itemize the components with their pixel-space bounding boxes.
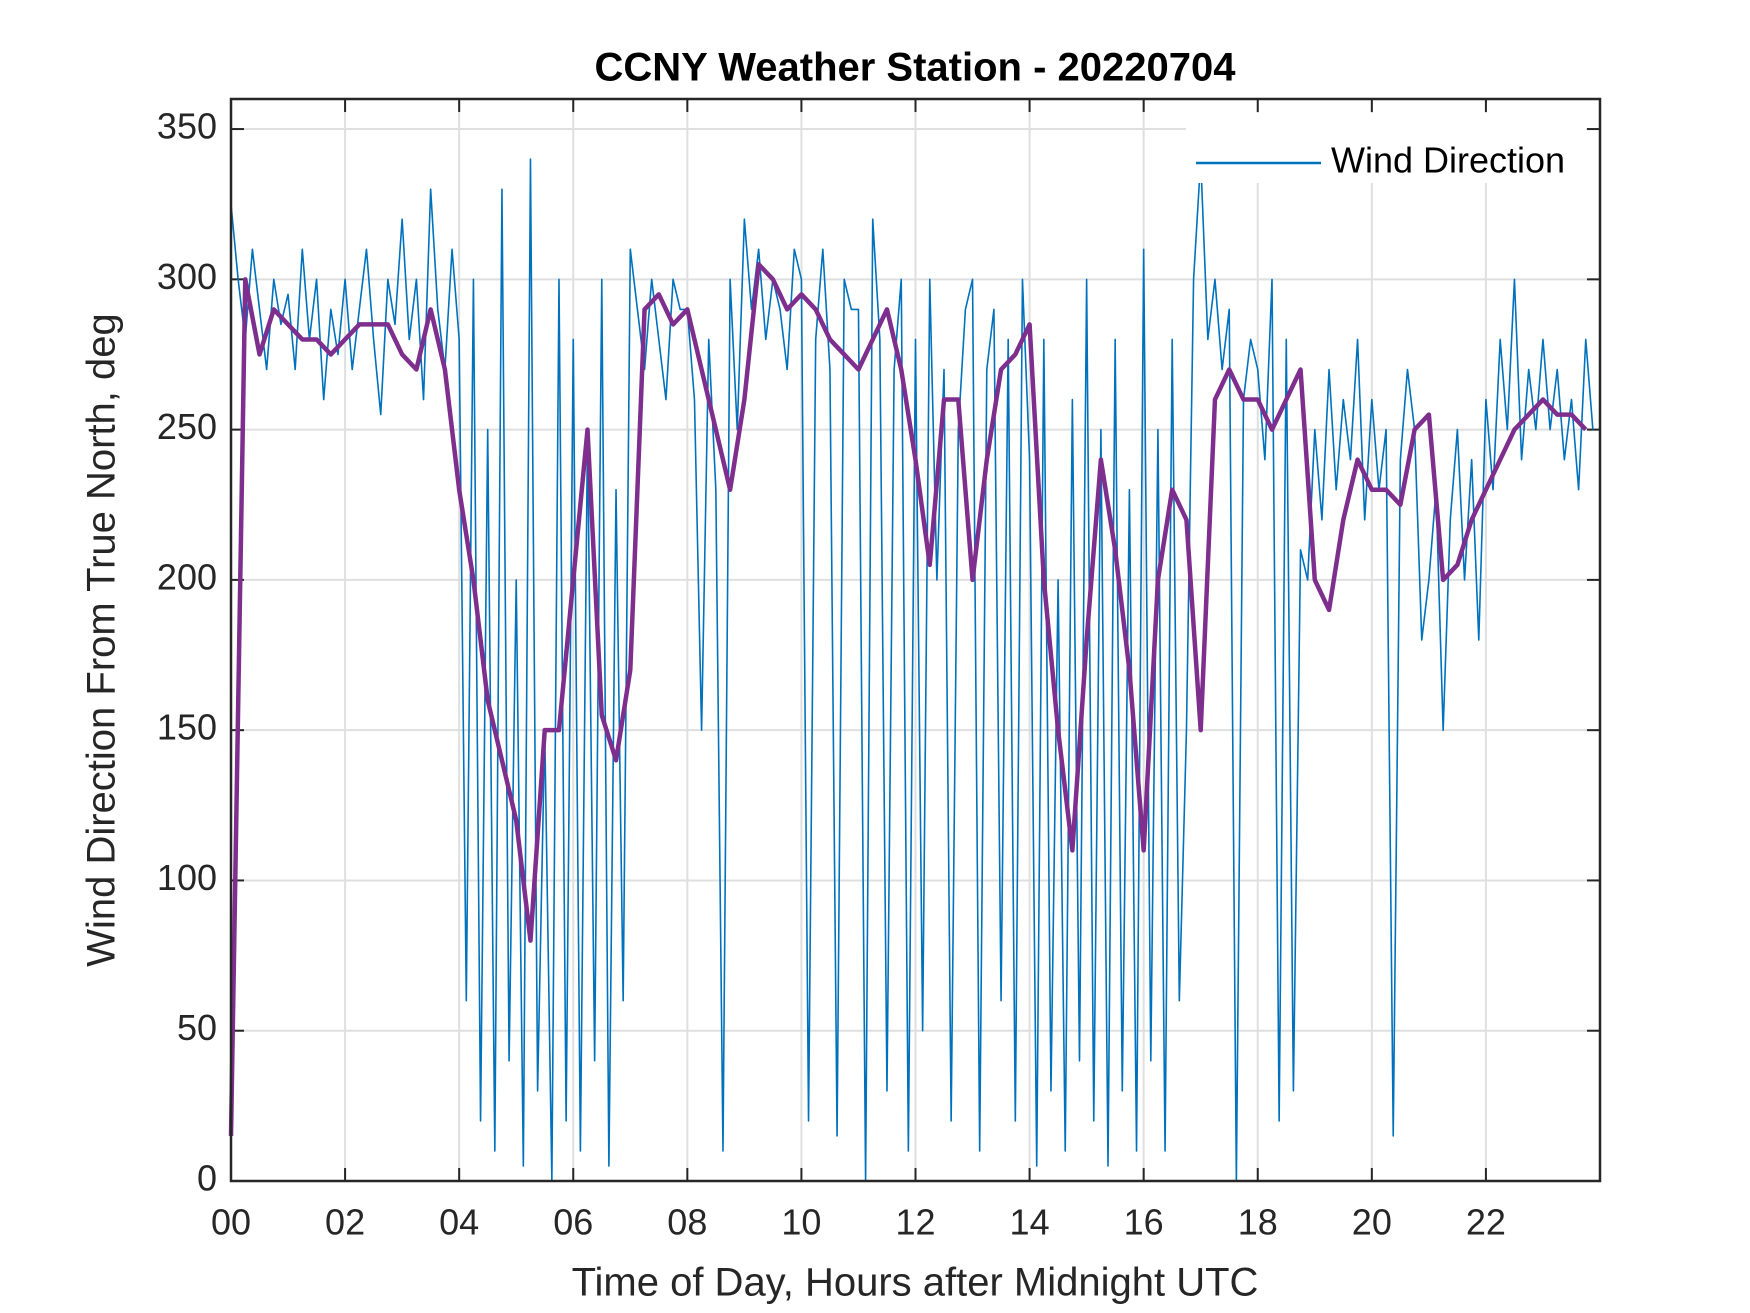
series-line: [230, 158, 1594, 1182]
x-tick-label: 08: [667, 1202, 707, 1243]
y-tick-label: 250: [157, 406, 217, 447]
chart-title: CCNY Weather Station - 20220704: [595, 46, 1237, 90]
x-tick-label: 18: [1238, 1202, 1278, 1243]
x-tick-label: 12: [895, 1202, 935, 1243]
y-tick-label: 100: [157, 857, 217, 898]
y-tick-label: 300: [157, 256, 217, 297]
y-axis-label: Wind Direction From True North, deg: [80, 313, 124, 967]
y-tick-label: 350: [157, 106, 217, 147]
y-tick-label: 150: [157, 707, 217, 748]
x-tick-label: 22: [1466, 1202, 1506, 1243]
x-tick-label: 04: [439, 1202, 479, 1243]
legend-label: Wind Direction: [1331, 140, 1565, 181]
axes-box: [229, 97, 1602, 1183]
y-tick-label: 0: [197, 1158, 217, 1199]
x-axis-label: Time of Day, Hours after Midnight UTC: [572, 1261, 1259, 1305]
x-tick-label: 20: [1352, 1202, 1392, 1243]
x-tick-label: 14: [1010, 1202, 1050, 1243]
y-tick-label: 50: [177, 1007, 217, 1048]
x-tick-label: 02: [325, 1202, 365, 1243]
x-tick-label: 16: [1124, 1202, 1164, 1243]
legend-box: [1186, 113, 1586, 183]
x-tick-label: 10: [781, 1202, 821, 1243]
x-tick-label: 06: [553, 1202, 593, 1243]
y-tick-label: 200: [157, 556, 217, 597]
x-tick-label: 00: [211, 1202, 251, 1243]
series-line: [228, 262, 1588, 1136]
